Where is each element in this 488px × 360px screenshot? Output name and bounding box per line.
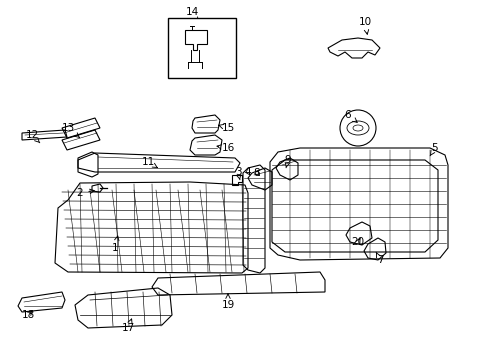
Text: 2: 2 [77, 188, 94, 198]
Text: 1: 1 [111, 236, 119, 253]
Text: 16: 16 [217, 143, 234, 153]
Text: 19: 19 [221, 294, 234, 310]
Text: 10: 10 [358, 17, 371, 34]
Text: 13: 13 [61, 123, 80, 138]
Text: 3: 3 [234, 167, 241, 180]
Text: 11: 11 [141, 157, 157, 168]
Text: 15: 15 [218, 123, 234, 133]
Text: 14: 14 [185, 7, 198, 22]
Text: 18: 18 [21, 310, 35, 320]
Text: 4: 4 [244, 167, 251, 177]
Text: 8: 8 [253, 168, 260, 178]
Text: 6: 6 [344, 110, 356, 122]
Text: 9: 9 [284, 155, 291, 168]
Text: 17: 17 [121, 319, 134, 333]
Text: 7: 7 [375, 252, 383, 265]
Text: 12: 12 [25, 130, 40, 143]
Text: 5: 5 [429, 143, 437, 156]
Bar [168, 18, 236, 78]
Text: 20: 20 [351, 237, 364, 247]
